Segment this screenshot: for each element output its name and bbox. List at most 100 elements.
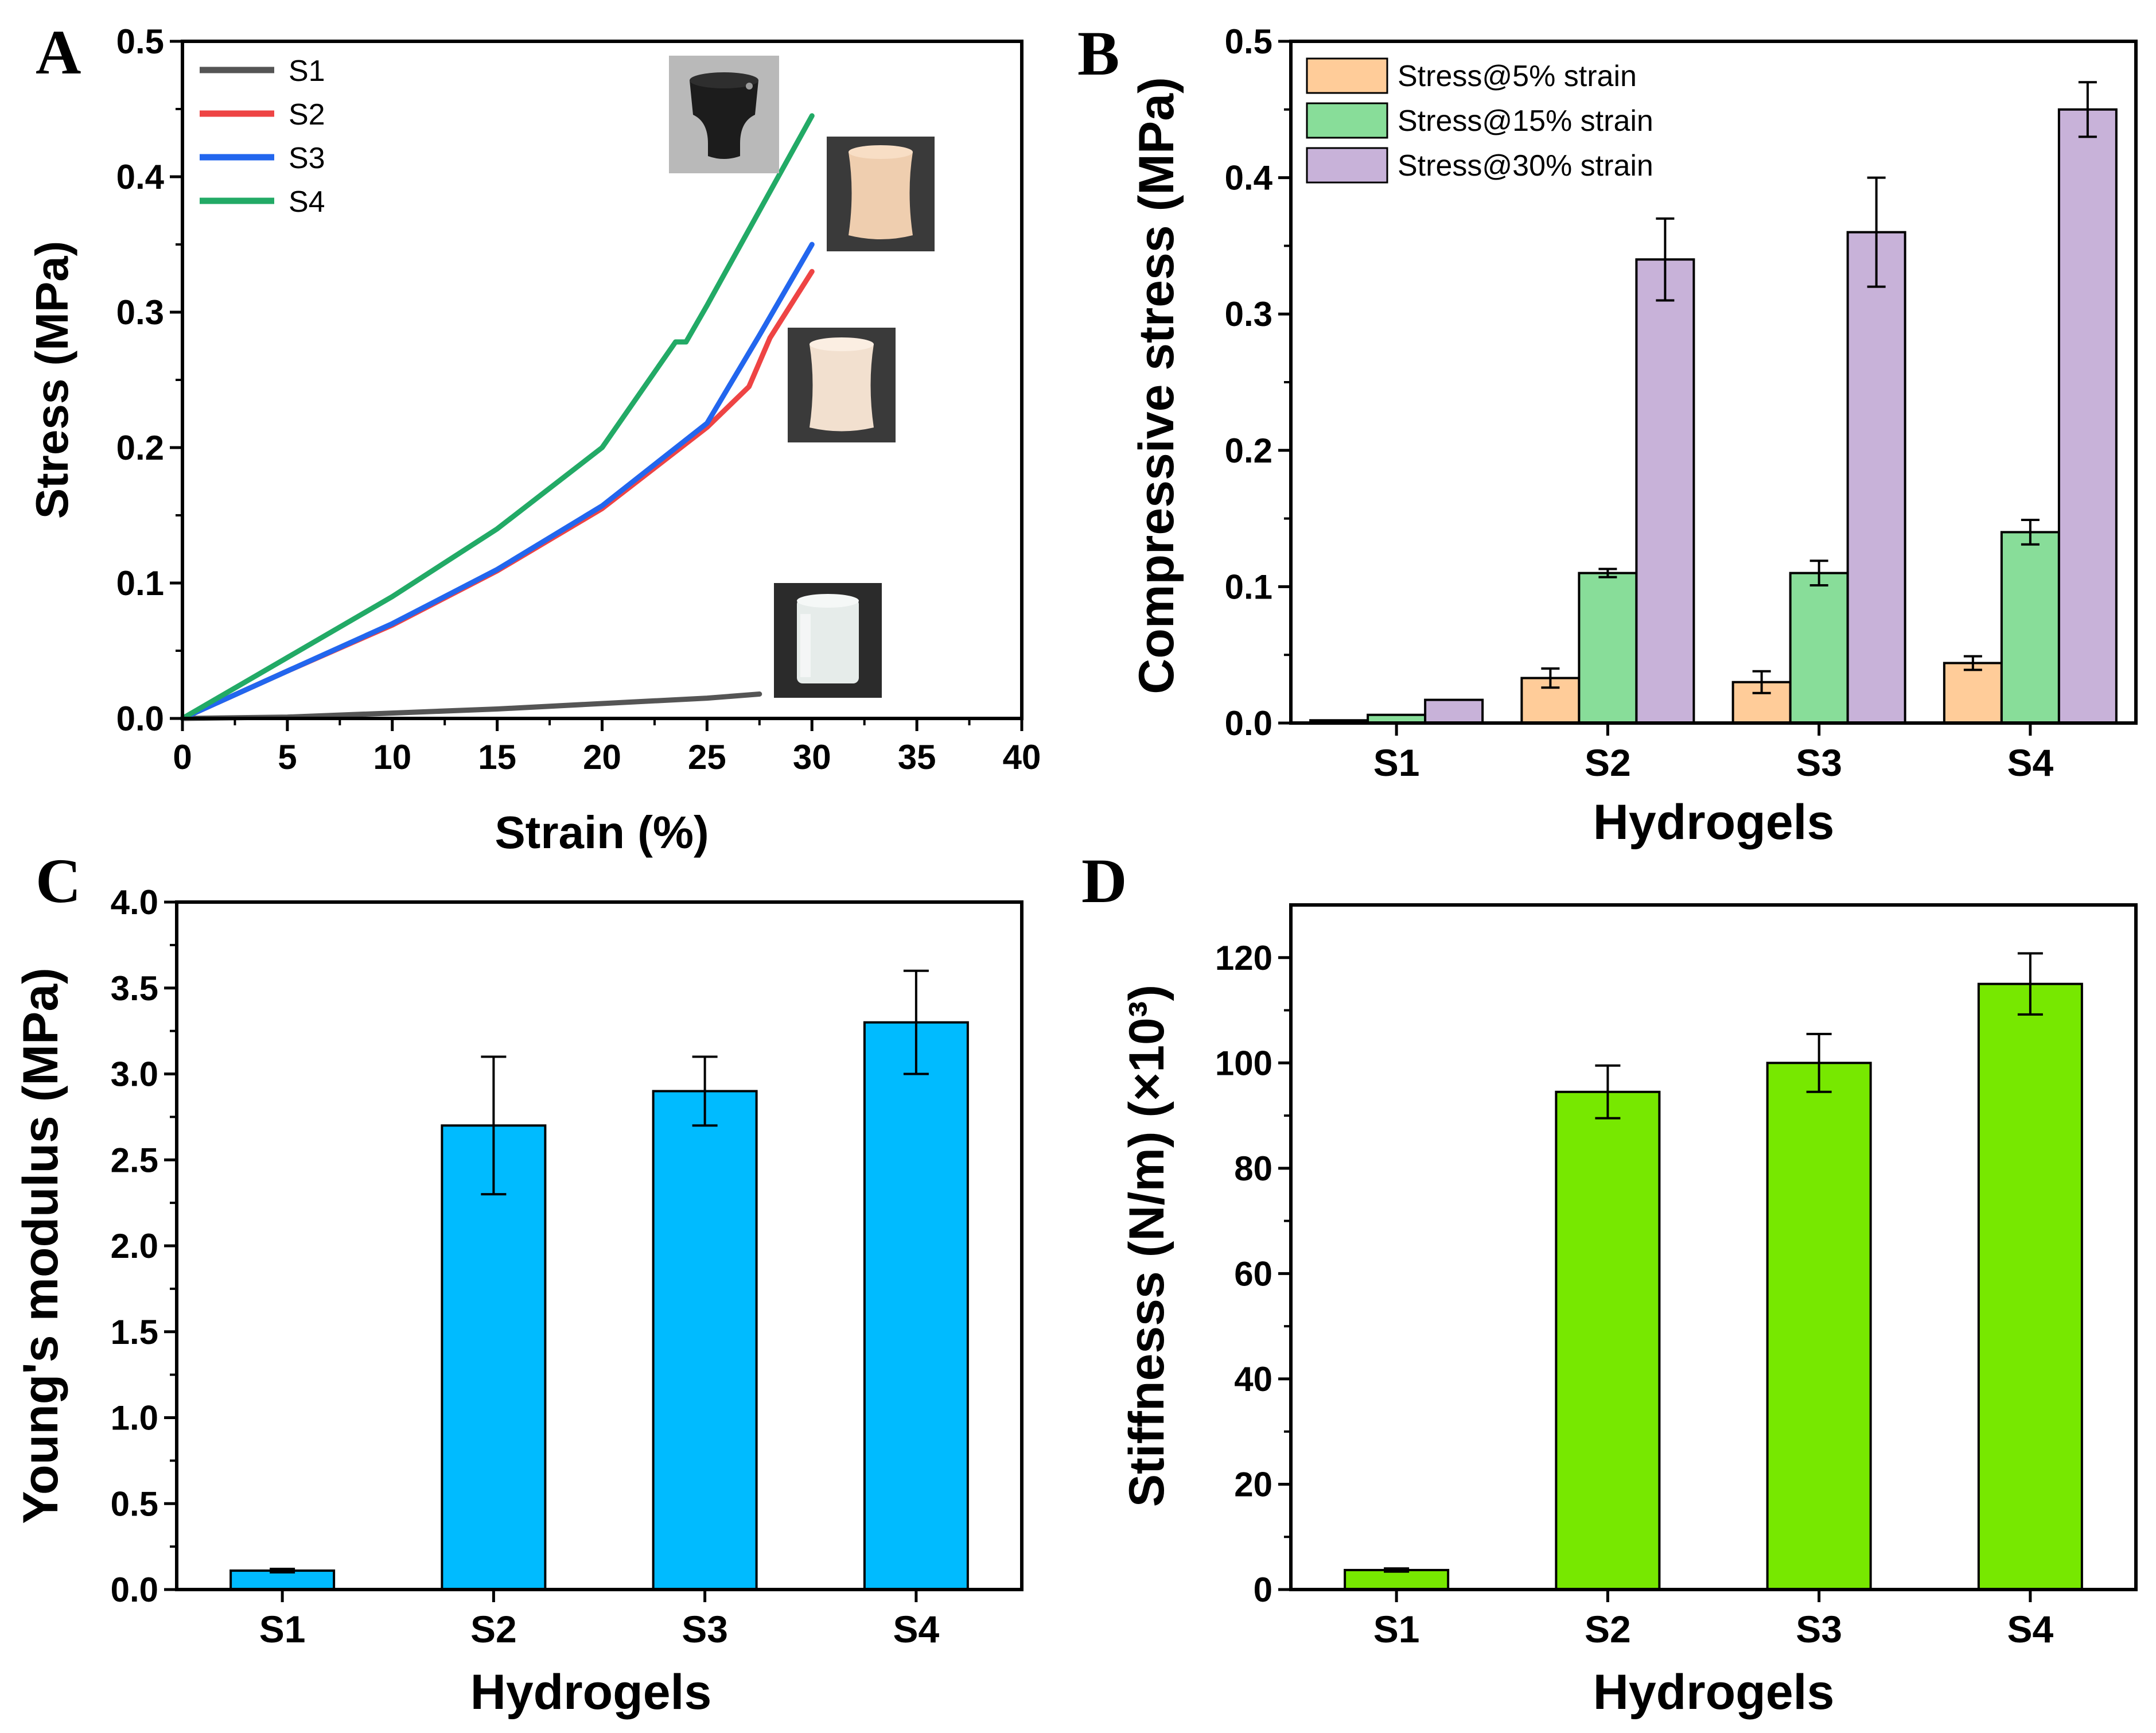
x-tick-label: 40 [1003, 738, 1041, 776]
x-tick-label: 25 [688, 738, 726, 776]
panel-a-y-axis-label: Stress (MPa) [26, 241, 77, 519]
panel-a-lines [180, 113, 815, 721]
bar-s3 [652, 1090, 758, 1591]
y-tick-label: 2.5 [111, 1141, 158, 1179]
y-tick-label: 0.0 [111, 1571, 158, 1609]
y-tick-label: 0.2 [1225, 432, 1272, 470]
sample-photo-s1 [774, 583, 882, 698]
legend-label-s2: S2 [289, 98, 325, 131]
x-category-label: S3 [1796, 1608, 1842, 1650]
y-tick-label: 0 [1254, 1571, 1272, 1609]
x-tick-label: 0 [173, 738, 192, 776]
legend-label-series-2: Stress@15% strain [1398, 104, 1653, 138]
panel-c-axes: 0.0 0.5 1.0 1.5 2.0 2.5 3.0 3.5 4.0 S1 S2 S3 S4 [111, 883, 940, 1650]
legend-swatch-series-3 [1306, 147, 1388, 184]
panel-c-bars [229, 969, 969, 1591]
x-category-label: S4 [2007, 1608, 2054, 1650]
bar-s1-series-3 [1424, 698, 1484, 725]
panel-a-axes: 0.0 0.1 0.2 0.3 0.4 0.5 0 5 10 15 20 25 30 35 40 [116, 22, 1041, 776]
legend-swatch-series-2 [1306, 102, 1388, 139]
panel-letter-d: D [1081, 846, 1127, 916]
panel-b-axes: 0.0 0.1 0.2 0.3 0.4 0.5 S1 S2 S3 S4 [1225, 22, 2054, 784]
bar-s4-series-2 [2000, 531, 2060, 724]
panel-a-x-axis-label: Strain (%) [495, 807, 709, 858]
panel-b-compressive-stress-chart: B 0.0 0.1 0.2 0.3 0.4 0.5 S1 S2 S3 S4 Stress@5% s… [1077, 18, 2138, 850]
y-tick-label: 1.5 [111, 1313, 158, 1351]
panel-b-bars [1309, 81, 2118, 725]
x-category-label: S3 [1796, 741, 1842, 784]
panel-letter-b: B [1077, 18, 1119, 88]
x-category-label: S4 [2007, 741, 2054, 784]
bar-s4-series-1 [1943, 662, 2003, 725]
legend-label-s1: S1 [289, 55, 325, 88]
x-category-label: S2 [1585, 1608, 1631, 1650]
y-tick-label: 0.1 [116, 564, 164, 603]
y-tick-label: 3.5 [111, 969, 158, 1008]
panel-b-legend: Stress@5% strain Stress@15% strain Stress@… [1306, 57, 1653, 184]
panel-letter-c: C [36, 846, 81, 916]
panel-d-x-axis-label: Hydrogels [1593, 1665, 1835, 1720]
y-tick-label: 0.2 [116, 429, 164, 467]
x-tick-label: 5 [278, 738, 297, 776]
sample-photo-s3 [827, 137, 935, 251]
y-tick-label: 0.5 [111, 1485, 158, 1523]
panel-a-stress-strain-chart: A 0.00.10.20.30.40.50 5 10 15 20 25 30 35 40 S1S… [26, 17, 1041, 858]
y-tick-label: 0.4 [116, 158, 165, 196]
x-tick-label: 10 [373, 738, 411, 776]
panel-c-y-axis-label: Young's modulus (MPa) [13, 967, 68, 1524]
panel-d-y-axis-label: Stiffnesss (N/m) (×10³) [1119, 985, 1174, 1507]
x-tick-label: 20 [583, 738, 621, 776]
panel-c-youngs-modulus-chart: C 0.0 0.5 1.0 1.5 2.0 2.5 3.0 3.5 4.0 S1 S2 S3 S4 Hy… [13, 846, 1023, 1720]
legend-label-s4: S4 [289, 185, 325, 219]
y-tick-label: 40 [1234, 1360, 1272, 1398]
line-series-s4 [180, 113, 815, 721]
y-tick-label: 2.0 [111, 1227, 158, 1265]
bar-s2 [1555, 1090, 1661, 1591]
legend-label-series-3: Stress@30% strain [1398, 149, 1653, 182]
x-category-label: S4 [893, 1608, 940, 1650]
y-tick-label: 100 [1215, 1044, 1272, 1082]
y-tick-label: 0.3 [1225, 295, 1272, 333]
x-category-label: S1 [1373, 741, 1420, 784]
x-category-label: S1 [259, 1608, 306, 1650]
bar-s4 [1977, 982, 2083, 1591]
y-tick-label: 60 [1234, 1254, 1272, 1293]
y-tick-label: 3.0 [111, 1055, 158, 1094]
bar-s4-series-3 [2057, 108, 2118, 724]
x-category-label: S2 [470, 1608, 517, 1650]
y-tick-label: 4.0 [111, 883, 158, 922]
bar-s1 [1344, 1569, 1450, 1591]
y-tick-label: 0.3 [116, 293, 164, 332]
panel-letter-a: A [36, 17, 81, 87]
sample-photo-s4 [669, 56, 779, 173]
panel-b-x-axis-label: Hydrogels [1593, 795, 1835, 850]
x-tick-label: 35 [898, 738, 936, 776]
y-tick-label: 20 [1234, 1465, 1272, 1503]
bar-s2-series-2 [1578, 572, 1638, 724]
panel-d-stiffness-chart: D 0 20 40 60 80 100 120 S1 S2 S3 S4 Hydrogels Stif… [1081, 846, 2138, 1720]
y-tick-label: 0.4 [1225, 159, 1273, 197]
y-tick-label: 0.1 [1225, 568, 1272, 606]
y-tick-label: 120 [1215, 939, 1272, 977]
bar-s3-series-3 [1846, 231, 1906, 724]
legend-label-series-1: Stress@5% strain [1398, 60, 1637, 93]
legend-swatch-series-1 [1306, 57, 1388, 94]
bar-s4 [863, 1021, 969, 1591]
bar-s3 [1766, 1062, 1872, 1591]
x-tick-label: 30 [793, 738, 831, 776]
bar-s2-series-3 [1635, 258, 1695, 725]
x-tick-label: 15 [478, 738, 516, 776]
panel-a-legend: S1 S2 S3 S4 [200, 55, 325, 219]
y-tick-label: 0.0 [116, 700, 164, 738]
panel-c-x-axis-label: Hydrogels [470, 1665, 712, 1720]
x-category-label: S2 [1585, 741, 1631, 784]
panel-d-bars [1344, 952, 2083, 1591]
legend-label-s3: S3 [289, 142, 325, 175]
sample-photo-s2 [788, 328, 896, 442]
line-series-s2 [180, 269, 815, 721]
panel-b-y-axis-label: Compressive stress (MPa) [1129, 77, 1184, 694]
x-category-label: S3 [682, 1608, 728, 1650]
line-series-s3 [180, 242, 815, 721]
x-category-label: S1 [1373, 1608, 1420, 1650]
